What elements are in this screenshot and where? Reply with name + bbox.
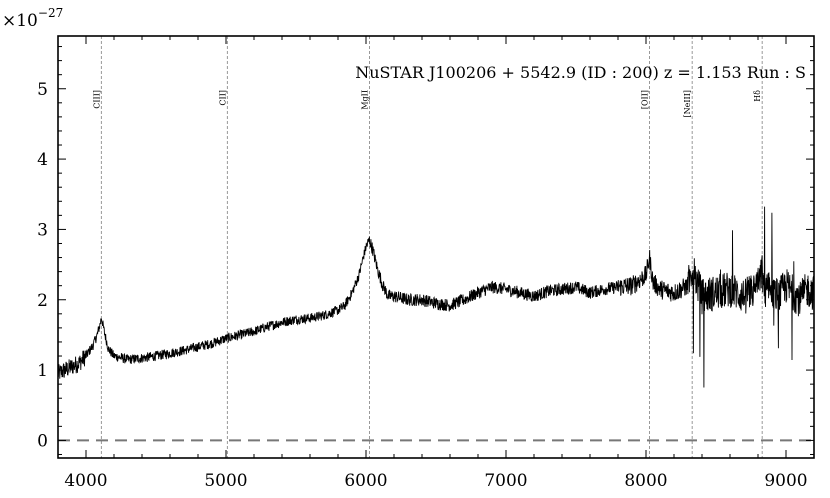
x-tick-label: 7000: [484, 471, 527, 491]
emission-line-label: CII]: [218, 90, 227, 106]
x-tick-label: 5000: [204, 471, 247, 491]
emission-line-label: [OII]: [641, 90, 650, 109]
plot-frame: [57, 35, 815, 459]
emission-line-label: Hδ: [753, 90, 762, 102]
x-tick-label: 4000: [64, 471, 107, 491]
series-layer: [58, 206, 814, 388]
chart-title: NuSTAR J100206 + 5542.9 (ID : 200) z = 1…: [355, 63, 806, 82]
emission-line-label: CIII]: [92, 90, 101, 109]
emission-line-label: MgII: [361, 90, 370, 110]
x-tick-label: 9000: [764, 471, 807, 491]
ticks-layer: 4000 5000 6000 7000 8000 9000 0 1 2 3 4 5: [37, 36, 815, 491]
emission-line-label: [NeIII]: [683, 90, 692, 117]
x-tick-label: 8000: [624, 471, 667, 491]
y-multiplier: ×10−27: [2, 6, 63, 31]
y-tick-label: 0: [37, 431, 48, 451]
y-tick-label: 4: [37, 150, 48, 170]
y-tick-label: 5: [37, 80, 48, 100]
y-multiplier-base: ×10: [2, 11, 38, 31]
x-tick-label: 6000: [344, 471, 387, 491]
emission-lines-layer: CIII] CII] MgII [OII] [NeIII] Hδ: [92, 36, 763, 458]
spectrum-series: [58, 206, 814, 388]
y-tick-label: 2: [37, 291, 48, 311]
y-tick-label: 1: [37, 361, 48, 381]
y-multiplier-exp: −27: [38, 6, 63, 20]
y-tick-label: 3: [37, 220, 48, 240]
